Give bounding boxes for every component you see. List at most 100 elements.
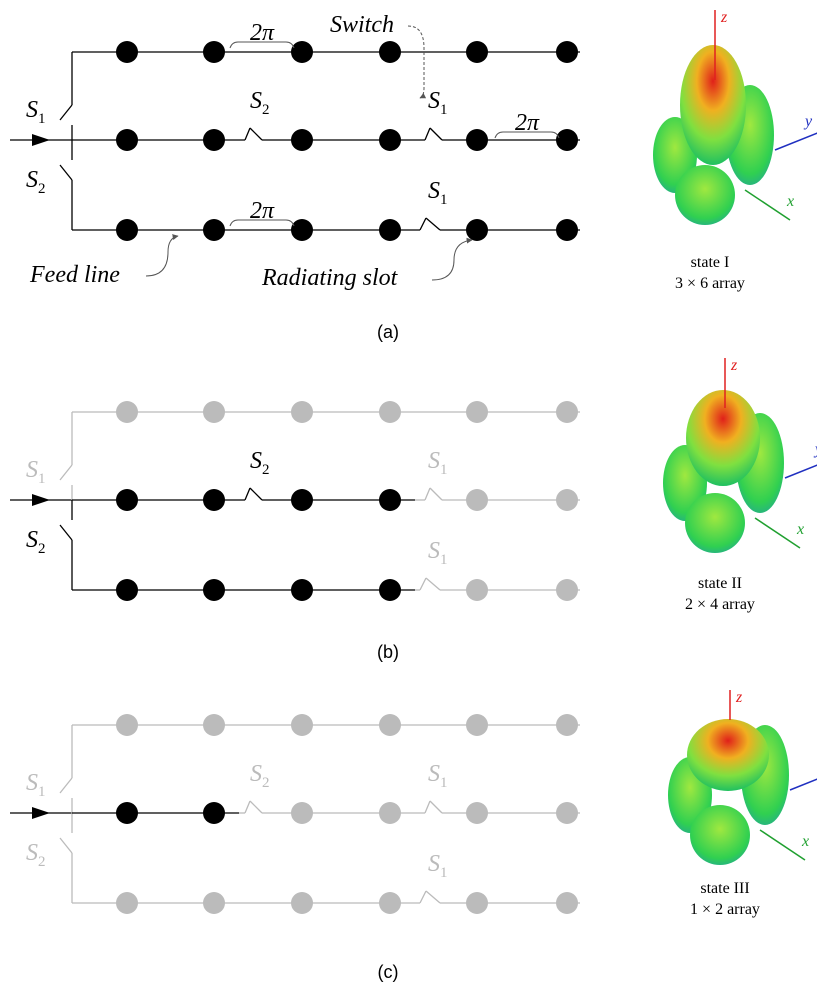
pattern-back-lobe xyxy=(690,805,750,865)
radiating-slot xyxy=(466,489,488,511)
radiating-slot xyxy=(116,219,138,241)
y-axis-label: y xyxy=(813,441,817,458)
z-axis-label: z xyxy=(720,9,728,26)
feed-line xyxy=(425,488,430,500)
radiating-slot xyxy=(379,401,401,423)
input-arrow xyxy=(32,134,50,146)
radiating-slot xyxy=(379,802,401,824)
z-axis-label: z xyxy=(730,357,738,374)
radiating-slot xyxy=(203,802,225,824)
radiating-slot xyxy=(291,219,313,241)
switch-index: 2 xyxy=(262,775,270,791)
switch-annotation: Switch xyxy=(330,12,394,38)
feed-line xyxy=(60,778,72,793)
switch-index: 1 xyxy=(440,102,448,118)
switch-index: 1 xyxy=(440,462,448,478)
feed-line xyxy=(60,165,72,180)
switch-label: S2 xyxy=(26,527,46,557)
radiating-slot xyxy=(556,579,578,601)
radiating-slot xyxy=(116,489,138,511)
feed-line xyxy=(420,578,426,590)
feed-line xyxy=(425,801,430,813)
feed-line xyxy=(60,525,72,540)
switch-index: 1 xyxy=(38,111,46,127)
feed-line xyxy=(250,488,262,500)
x-axis-label: x xyxy=(801,833,809,850)
feed-line xyxy=(430,801,442,813)
y-axis-label: y xyxy=(803,113,813,130)
radiating-slot xyxy=(556,219,578,241)
feed-line xyxy=(420,218,426,230)
switch-label: S1 xyxy=(428,88,448,118)
radiating-slot xyxy=(291,41,313,63)
y-axis xyxy=(785,460,817,478)
radiating-slot xyxy=(116,41,138,63)
switch-letter: S xyxy=(26,770,38,796)
radiating-slot xyxy=(116,892,138,914)
radiating-slot xyxy=(466,129,488,151)
radiating-slot xyxy=(466,219,488,241)
array-label: 3 × 6 array xyxy=(675,275,745,292)
switch-letter: S xyxy=(250,448,262,474)
switch-label: S1 xyxy=(26,770,46,800)
feed-line xyxy=(60,838,72,853)
x-axis xyxy=(760,830,805,860)
panel-caption: (a) xyxy=(377,322,399,342)
array-label: 2 × 4 array xyxy=(685,596,755,613)
state-label: state I xyxy=(691,254,730,271)
radiating-slot xyxy=(116,401,138,423)
switch-index: 1 xyxy=(440,552,448,568)
annotation-arrow xyxy=(146,236,178,276)
radiating-slot xyxy=(379,219,401,241)
radiating-slot xyxy=(466,892,488,914)
switch-index: 1 xyxy=(440,192,448,208)
switch-letter: S xyxy=(428,178,440,204)
radiating-slot xyxy=(556,714,578,736)
switch-label: S1 xyxy=(428,178,448,208)
feed-line xyxy=(430,128,442,140)
pattern-back-lobe xyxy=(685,493,745,553)
switch-label: S2 xyxy=(26,167,46,197)
state-label: state III xyxy=(700,880,749,897)
y-axis xyxy=(775,132,817,150)
radiating-slot xyxy=(203,219,225,241)
feed-line-annotation: Feed line xyxy=(29,262,120,288)
radiating-slot xyxy=(116,579,138,601)
switch-label: S2 xyxy=(250,761,270,791)
radiating-slot xyxy=(379,489,401,511)
z-axis-label: z xyxy=(735,689,743,706)
radiating-slot-annotation: Radiating slot xyxy=(261,265,399,291)
radiating-slot xyxy=(466,802,488,824)
radiating-slot xyxy=(203,579,225,601)
y-axis xyxy=(790,772,817,790)
feed-line xyxy=(60,465,72,480)
switch-label: S2 xyxy=(250,448,270,478)
radiating-slot xyxy=(379,892,401,914)
radiating-slot xyxy=(291,579,313,601)
switch-label: S1 xyxy=(26,97,46,127)
feed-line xyxy=(426,578,440,590)
switch-letter: S xyxy=(428,538,440,564)
input-arrow xyxy=(32,494,50,506)
radiating-slot xyxy=(203,714,225,736)
radiating-slot xyxy=(379,714,401,736)
x-axis xyxy=(755,518,800,548)
feed-line xyxy=(245,128,250,140)
radiating-slot xyxy=(556,489,578,511)
switch-index: 1 xyxy=(440,865,448,881)
switch-index: 2 xyxy=(38,541,46,557)
feed-line xyxy=(425,128,430,140)
switch-letter: S xyxy=(428,761,440,787)
radiation-pattern: zyx xyxy=(653,9,817,225)
radiating-slot xyxy=(556,41,578,63)
radiating-slot xyxy=(291,489,313,511)
radiating-slot xyxy=(379,41,401,63)
radiating-slot xyxy=(291,714,313,736)
annotation-arrow xyxy=(408,26,424,98)
x-axis xyxy=(745,190,790,220)
switch-letter: S xyxy=(428,851,440,877)
switch-index: 1 xyxy=(440,775,448,791)
radiating-slot xyxy=(291,892,313,914)
radiating-slot xyxy=(116,714,138,736)
